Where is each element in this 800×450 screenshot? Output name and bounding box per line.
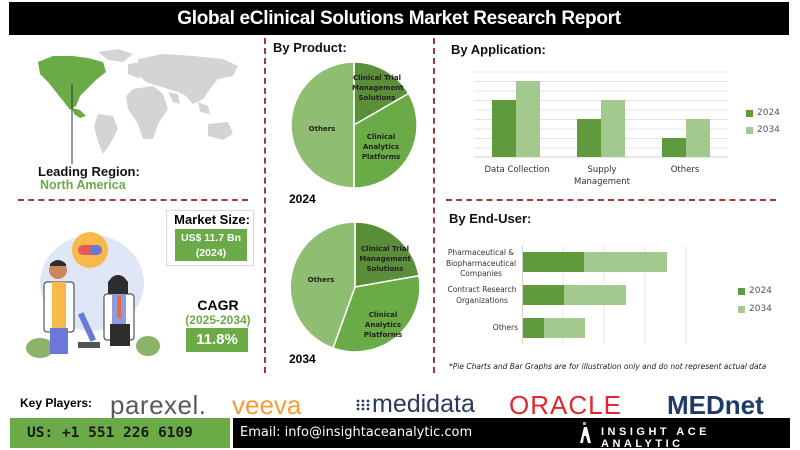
pie-2024-label-ctms: Clinical Trial Management Solutions [352, 74, 404, 102]
medidata-logo: medidata [372, 390, 475, 418]
medidata-dots-icon [356, 398, 370, 416]
cagr-value: 11.8% [186, 328, 248, 352]
legend-swatch-2024 [738, 287, 745, 295]
market-size-year: (2024) [195, 247, 227, 259]
market-size-label: Market Size: [174, 212, 250, 227]
eu-legend-2024: 2024 [738, 286, 772, 296]
cagr-period: (2025-2034) [185, 313, 251, 327]
mednet-logo: MEDnet [667, 390, 764, 420]
parexel-logo: parexel. [110, 390, 207, 420]
eu-axis-label-others: Others [492, 323, 518, 332]
scientists-illustration [20, 228, 160, 358]
world-map [28, 44, 248, 164]
cagr-label: CAGR [197, 297, 239, 313]
pie-2034 [288, 220, 422, 359]
leading-region-value: North America [40, 178, 126, 192]
end-user-title: By End-User: [449, 211, 532, 226]
eu-axis-label-cro: Contract Research Organizations [447, 285, 517, 305]
divider-left [264, 38, 266, 373]
app-legend-2034: 2034 [746, 125, 780, 135]
market-size-card: Market Size: US$ 11.7 Bn (2024) [166, 210, 254, 266]
insightace-brand: INSIGHT ACE ANALYTIC [601, 426, 710, 450]
email-contact[interactable]: Email: info@insightaceanalytic.com [240, 425, 473, 440]
legend-swatch-2034 [738, 305, 745, 313]
divider-left-horizontal [18, 199, 248, 201]
eu-legend-2034: 2034 [738, 304, 772, 314]
legend-swatch-2024 [746, 109, 753, 117]
market-size-value: US$ 11.7 Bn [180, 232, 242, 244]
app-axis-label-data-collection: Data Collection [484, 165, 550, 175]
key-players-label: Key Players: [20, 396, 93, 410]
application-title: By Application: [451, 42, 546, 57]
insightace-logo-icon [578, 422, 592, 449]
report-title: Global eClinical Solutions Market Resear… [9, 2, 789, 35]
application-bar-chart [474, 70, 734, 165]
legend-label: 2034 [757, 125, 780, 135]
divider-right [433, 38, 435, 373]
oracle-logo: ORACLE [509, 390, 622, 420]
end-user-bar-chart [522, 246, 692, 351]
pie-2034-label-others: Others [307, 276, 335, 284]
phone-contact[interactable]: US: +1 551 226 6109 [10, 418, 230, 448]
pie-2024 [289, 60, 419, 195]
pie-2034-year: 2034 [289, 352, 316, 366]
disclaimer: *Pie Charts and Bar Graphs are for illus… [449, 362, 767, 371]
veeva-logo: veeva [232, 390, 302, 420]
pie-2024-label-analytics: Clinical Analytics Platforms [361, 133, 401, 161]
app-axis-label-others: Others [670, 165, 700, 175]
divider-right-horizontal [446, 199, 776, 201]
legend-label: 2024 [749, 286, 772, 296]
app-legend-2024: 2024 [746, 108, 780, 118]
market-size-value-box: US$ 11.7 Bn (2024) [175, 229, 247, 261]
legend-label: 2024 [757, 108, 780, 118]
product-title: By Product: [273, 40, 347, 55]
app-axis-label-supply: Supply Management [574, 165, 630, 187]
footer-bar: Email: info@insightaceanalytic.com INSIG… [233, 418, 790, 450]
pie-2024-year: 2024 [289, 192, 316, 206]
pie-2034-label-ctms: Clinical Trial Management Solutions [359, 245, 411, 273]
eu-axis-label-pharma: Pharmaceutical & Biopharmaceutical Compa… [445, 248, 517, 278]
leading-region-label: Leading Region: [38, 164, 140, 179]
legend-label: 2034 [749, 304, 772, 314]
pie-2024-label-others: Others [308, 125, 336, 133]
legend-swatch-2034 [746, 126, 753, 134]
pie-2034-label-analytics: Clinical Analytics Platforms [363, 311, 403, 339]
